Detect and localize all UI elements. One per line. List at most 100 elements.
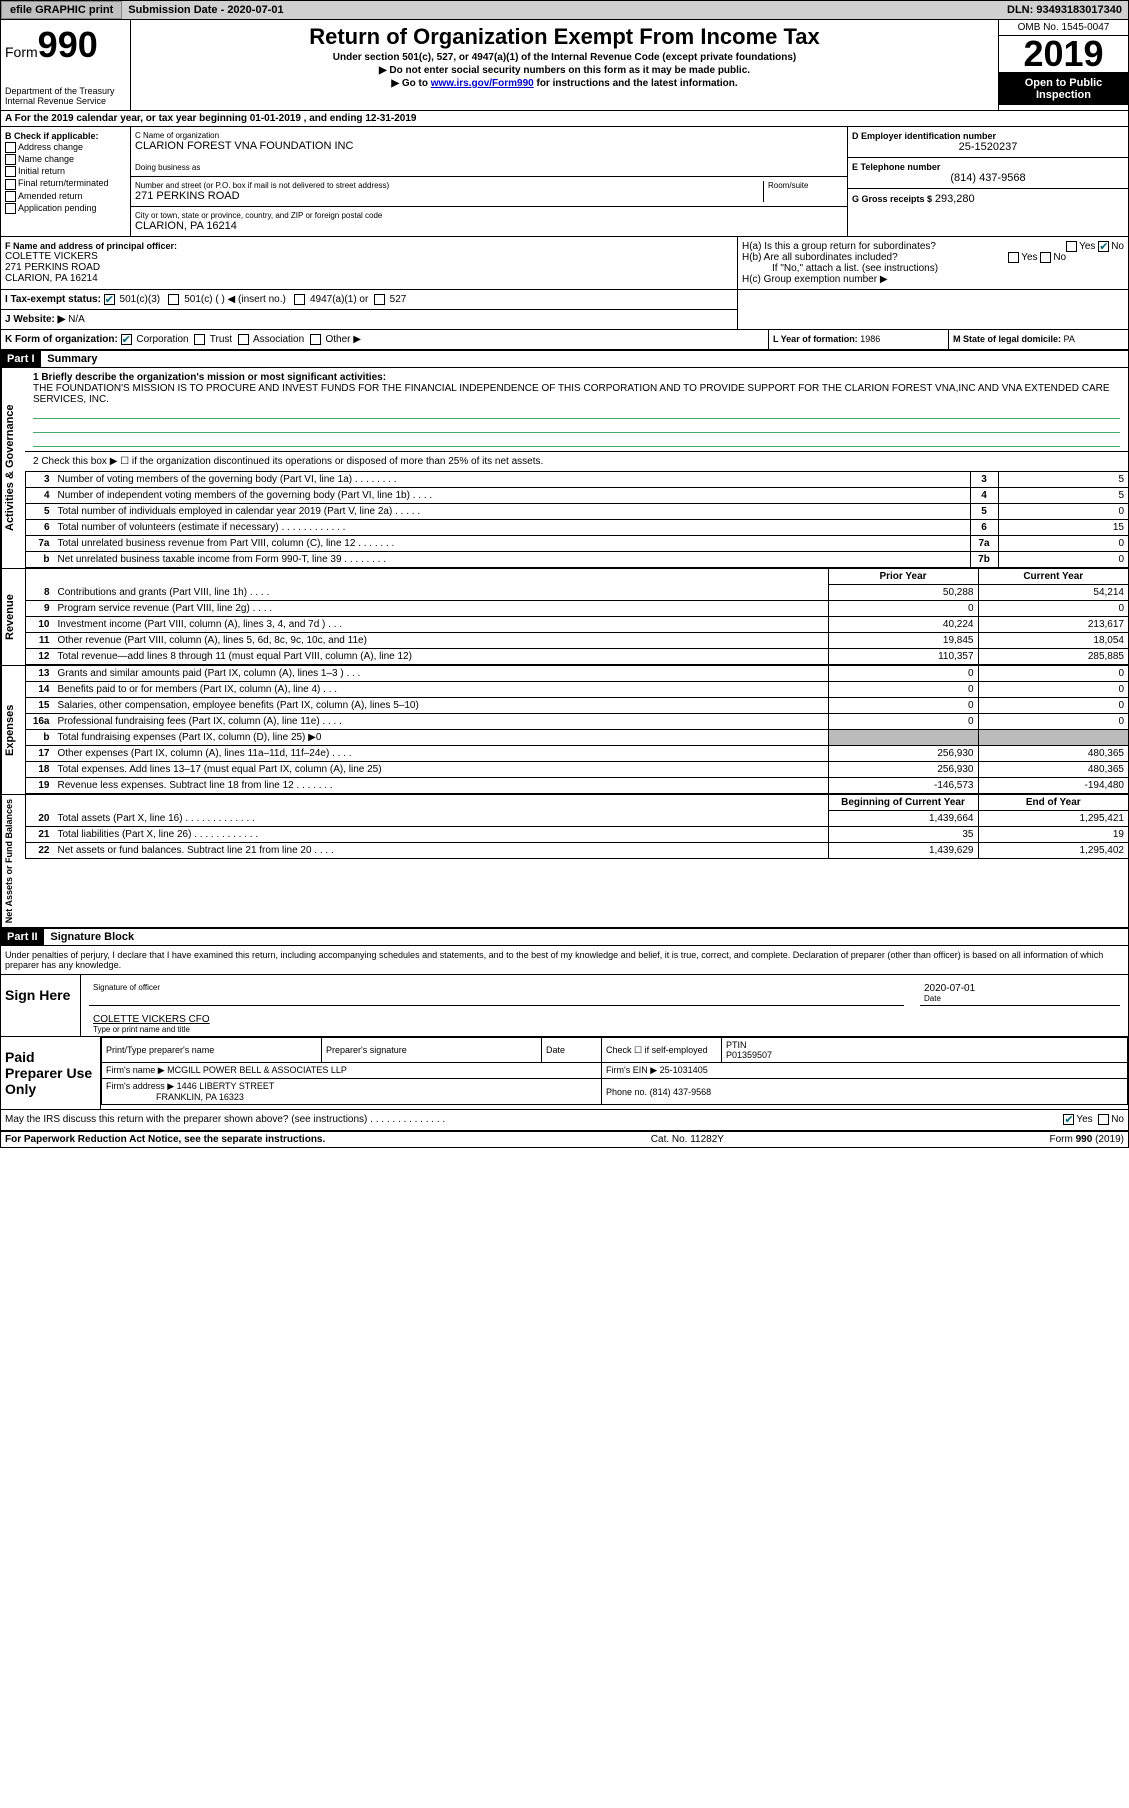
form990-link[interactable]: www.irs.gov/Form990: [431, 78, 534, 89]
chk-amended[interactable]: Amended return: [5, 191, 126, 202]
ptin-cell: PTINP01359507: [722, 1038, 1128, 1063]
form-number: Form990: [5, 24, 126, 66]
table-row: bTotal fundraising expenses (Part IX, co…: [26, 730, 1129, 746]
side-rev: Revenue: [1, 569, 25, 665]
officer-print-line: COLETTE VICKERS CFO Type or print name a…: [89, 1006, 1120, 1036]
table-row: 5Total number of individuals employed in…: [26, 504, 1129, 520]
state-domicile: M State of legal domicile: PA: [948, 330, 1128, 349]
part2-title: Signature Block: [46, 929, 138, 945]
summary-ag: Activities & Governance 1 Briefly descri…: [1, 368, 1128, 568]
opt-501c: 501(c) ( ) ◀ (insert no.): [184, 294, 286, 305]
sig-officer-line: Signature of officer: [89, 975, 904, 1006]
ha-no[interactable]: [1098, 241, 1109, 252]
footer: For Paperwork Reduction Act Notice, see …: [1, 1130, 1128, 1147]
table-row: 15Salaries, other compensation, employee…: [26, 698, 1129, 714]
table-row: bNet unrelated business taxable income f…: [26, 552, 1129, 568]
declaration-text: Under penalties of perjury, I declare th…: [1, 946, 1128, 974]
type-name-label: Type or print name and title: [93, 1025, 1116, 1034]
table-row: 8Contributions and grants (Part VIII, li…: [26, 585, 1129, 601]
kform-left: K Form of organization: Corporation Trus…: [1, 330, 768, 349]
firm-ein-cell: Firm's EIN ▶ 25-1031405: [602, 1063, 1128, 1079]
ein-value: 25-1520237: [852, 141, 1124, 153]
table-row: 11Other revenue (Part VIII, column (A), …: [26, 633, 1129, 649]
side-exp: Expenses: [1, 666, 25, 794]
table-row: 19Revenue less expenses. Subtract line 1…: [26, 778, 1129, 794]
part2-header-row: Part II Signature Block: [1, 929, 1128, 946]
room-label: Room/suite: [768, 181, 843, 190]
note2-post: for instructions and the latest informat…: [534, 78, 738, 89]
ha-yes[interactable]: [1066, 241, 1077, 252]
header-right: OMB No. 1545-0047 2019 Open to Public In…: [998, 20, 1128, 110]
h-block: H(a) Is this a group return for subordin…: [738, 237, 1128, 289]
opt-4947: 4947(a)(1) or: [310, 294, 368, 305]
phone-value: (814) 437-9568: [852, 172, 1124, 184]
opt-527: 527: [390, 294, 407, 305]
prep-sig-label: Preparer's signature: [322, 1038, 542, 1063]
chk-app-pending[interactable]: Application pending: [5, 203, 126, 214]
col-cd: C Name of organization CLARION FOREST VN…: [131, 127, 848, 236]
gross-value: 293,280: [935, 193, 975, 205]
chk-corp[interactable]: [121, 334, 132, 345]
chk-trust[interactable]: [194, 334, 205, 345]
chk-other[interactable]: [310, 334, 321, 345]
chk-name-change[interactable]: Name change: [5, 154, 126, 165]
chk-501c[interactable]: [168, 294, 179, 305]
chk-4947[interactable]: [294, 294, 305, 305]
phone-label: E Telephone number: [852, 162, 1124, 172]
discuss-no[interactable]: [1098, 1114, 1109, 1125]
exp-table: 13Grants and similar amounts paid (Part …: [25, 666, 1128, 794]
hb-note: If "No," attach a list. (see instruction…: [742, 263, 1124, 274]
fg-row: F Name and address of principal officer:…: [1, 237, 1128, 290]
addr-value: 271 PERKINS ROAD: [135, 190, 763, 202]
side-na: Net Assets or Fund Balances: [1, 795, 25, 927]
city-value: CLARION, PA 16214: [135, 220, 843, 232]
mission-block: 1 Briefly describe the organization's mi…: [25, 368, 1128, 452]
officer-field: F Name and address of principal officer:…: [1, 237, 738, 289]
sign-fields: Signature of officer 2020-07-01 Date COL…: [81, 975, 1128, 1036]
efile-button[interactable]: efile GRAPHIC print: [1, 1, 122, 19]
officer-label: F Name and address of principal officer:: [5, 241, 733, 251]
table-row: 4Number of independent voting members of…: [26, 488, 1129, 504]
mission-line2: [33, 419, 1120, 433]
table-row: 14Benefits paid to or for members (Part …: [26, 682, 1129, 698]
form-note2: ▶ Go to www.irs.gov/Form990 for instruct…: [135, 78, 994, 89]
part1-title: Summary: [43, 351, 101, 367]
ha-row: H(a) Is this a group return for subordin…: [742, 241, 1124, 252]
side-ag: Activities & Governance: [1, 368, 25, 568]
discuss-yes[interactable]: [1063, 1114, 1074, 1125]
hb-no[interactable]: [1040, 252, 1051, 263]
sign-here-label: Sign Here: [1, 975, 81, 1036]
q1-label: 1 Briefly describe the organization's mi…: [33, 372, 1120, 383]
dba-label: Doing business as: [135, 163, 843, 172]
form-prefix: Form: [5, 44, 38, 60]
website-label: J Website: ▶: [5, 314, 65, 325]
table-row: 22Net assets or fund balances. Subtract …: [26, 843, 1129, 859]
chk-501c3[interactable]: [104, 294, 115, 305]
form-title: Return of Organization Exempt From Incom…: [135, 24, 994, 50]
table-row: 7aTotal unrelated business revenue from …: [26, 536, 1129, 552]
status-website-row: I Tax-exempt status: 501(c)(3) 501(c) ( …: [1, 290, 1128, 330]
table-row: 6Total number of volunteers (estimate if…: [26, 520, 1129, 536]
chk-final-return[interactable]: Final return/terminated: [5, 178, 126, 189]
part2-badge: Part II: [1, 929, 44, 945]
discuss-row: May the IRS discuss this return with the…: [1, 1109, 1128, 1129]
rev-content: Prior YearCurrent Year8Contributions and…: [25, 569, 1128, 665]
chk-address-change[interactable]: Address change: [5, 142, 126, 153]
form-header: Form990 Department of the Treasury Inter…: [1, 20, 1128, 111]
chk-assoc[interactable]: [238, 334, 249, 345]
chk-527[interactable]: [374, 294, 385, 305]
officer-addr1: 271 PERKINS ROAD: [5, 262, 733, 273]
chk-initial-return[interactable]: Initial return: [5, 166, 126, 177]
phone-field: E Telephone number (814) 437-9568: [848, 158, 1128, 189]
summary-rev: Revenue Prior YearCurrent Year8Contribut…: [1, 568, 1128, 665]
addr-field: Number and street (or P.O. box if mail i…: [131, 177, 847, 207]
q2-label: 2 Check this box ▶ ☐ if the organization…: [25, 452, 1128, 472]
ein-field: D Employer identification number 25-1520…: [848, 127, 1128, 158]
firm-name-cell: Firm's name ▶ MCGILL POWER BELL & ASSOCI…: [102, 1063, 602, 1079]
tax-year: 2019: [999, 36, 1128, 73]
table-row: 16aProfessional fundraising fees (Part I…: [26, 714, 1129, 730]
hb-yes[interactable]: [1008, 252, 1019, 263]
col-right: D Employer identification number 25-1520…: [848, 127, 1128, 236]
open-public-badge: Open to Public Inspection: [999, 73, 1128, 105]
col-b-checkboxes: B Check if applicable: Address change Na…: [1, 127, 131, 236]
